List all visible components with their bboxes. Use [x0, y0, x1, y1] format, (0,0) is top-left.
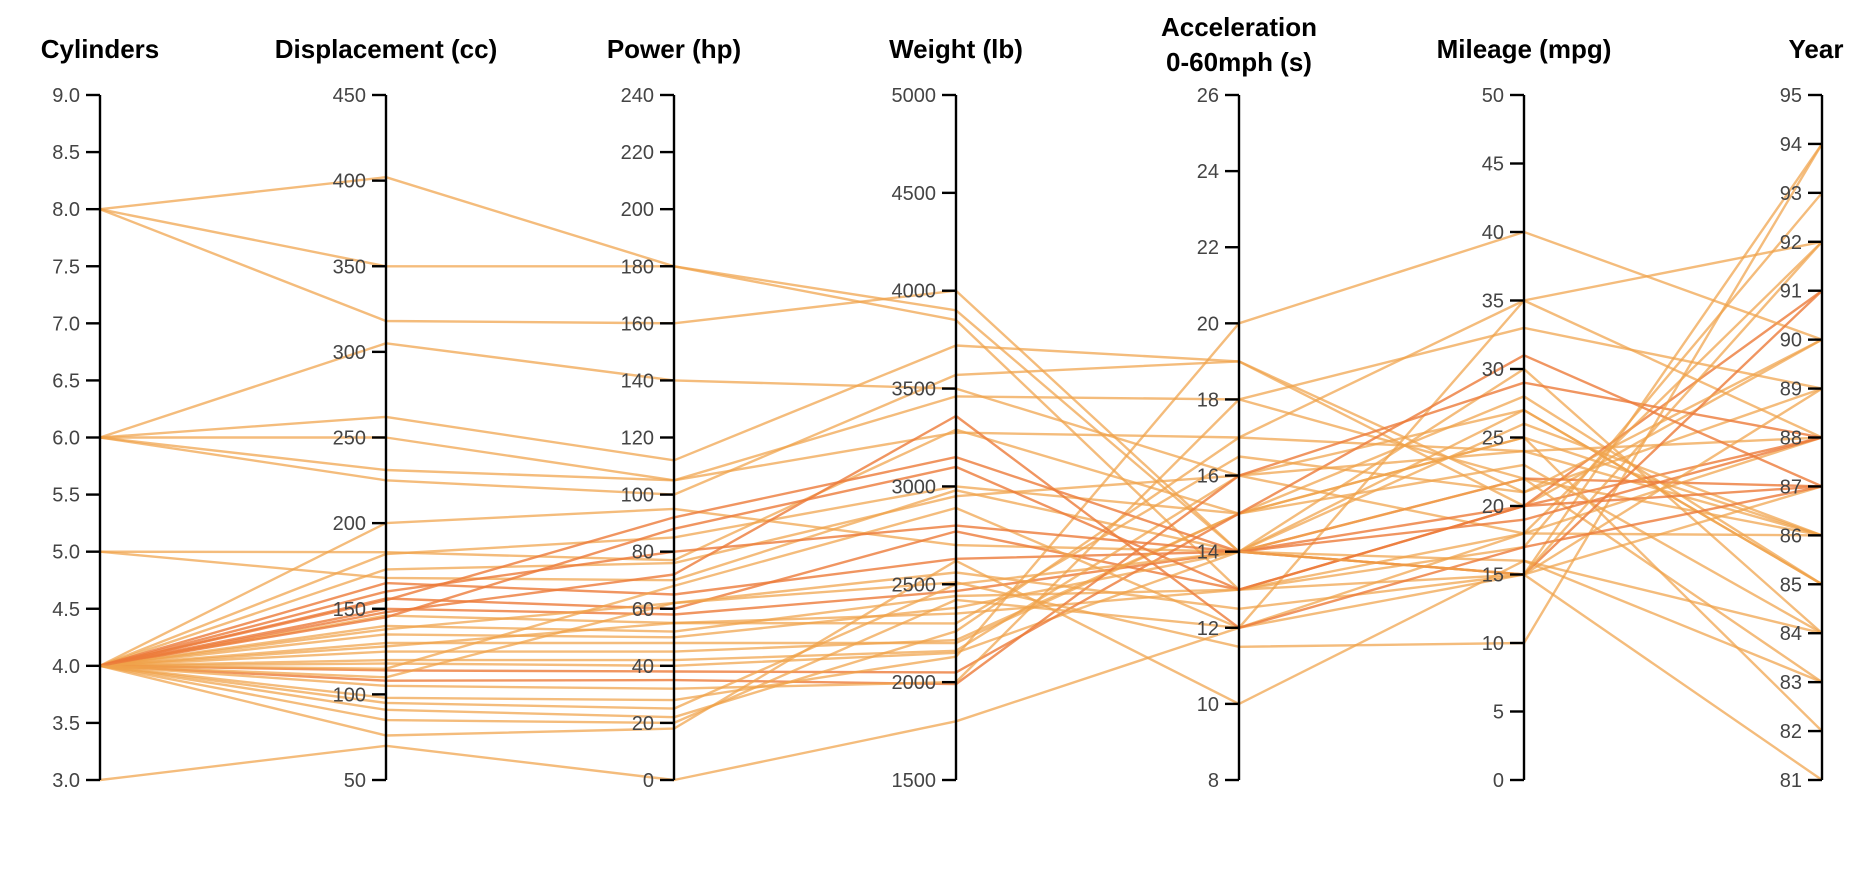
tick-label: 10	[1197, 694, 1219, 716]
tick-label: 4500	[892, 183, 937, 205]
tick-label: 84	[1780, 623, 1802, 645]
tick-label: 400	[333, 171, 366, 193]
tick-label: 90	[1780, 330, 1802, 352]
tick-label: 94	[1780, 134, 1802, 156]
tick-label: 1500	[892, 770, 937, 792]
tick-label: 2000	[892, 672, 937, 694]
tick-label: 8	[1208, 770, 1219, 792]
tick-label: 5.0	[52, 542, 80, 564]
tick-label: 93	[1780, 183, 1802, 205]
tick-label: 140	[621, 370, 654, 392]
tick-label: 350	[333, 256, 366, 278]
tick-label: 160	[621, 313, 654, 335]
axis-year: 81 82 83 84 85 86 87 88 89 90 91 92 93 94 95 Year	[1780, 34, 1844, 792]
tick-label: 88	[1780, 428, 1802, 450]
tick-label: 150	[333, 599, 366, 621]
tick-label: 60	[632, 599, 654, 621]
tick-label: 0	[643, 770, 654, 792]
axis-title: Power (hp)	[607, 34, 741, 64]
tick-label: 85	[1780, 574, 1802, 596]
tick-label: 91	[1780, 281, 1802, 303]
axis-title: Mileage (mpg)	[1437, 34, 1612, 64]
tick-label: 15	[1482, 565, 1504, 587]
tick-label: 89	[1780, 379, 1802, 401]
tick-label: 35	[1482, 291, 1504, 313]
tick-label: 180	[621, 256, 654, 278]
tick-label: 6.0	[52, 428, 80, 450]
tick-label: 120	[621, 428, 654, 450]
tick-label: 87	[1780, 476, 1802, 498]
tick-label: 30	[1482, 359, 1504, 381]
axis-title: Weight (lb)	[889, 34, 1023, 64]
tick-label: 0	[1493, 770, 1504, 792]
tick-label: 240	[621, 85, 654, 107]
tick-label: 40	[1482, 222, 1504, 244]
tick-label: 7.5	[52, 256, 80, 278]
tick-label: 7.0	[52, 313, 80, 335]
axis-title: Year	[1789, 34, 1844, 64]
tick-label: 20	[1482, 496, 1504, 518]
tick-label: 3500	[892, 379, 937, 401]
tick-label: 16	[1197, 466, 1219, 488]
tick-label: 5.5	[52, 485, 80, 507]
tick-label: 83	[1780, 672, 1802, 694]
tick-label: 26	[1197, 85, 1219, 107]
tick-label: 18	[1197, 389, 1219, 411]
tick-label: 12	[1197, 618, 1219, 640]
tick-label: 4.5	[52, 599, 80, 621]
tick-label: 95	[1780, 85, 1802, 107]
axis-title: Cylinders	[41, 34, 160, 64]
tick-label: 82	[1780, 721, 1802, 743]
tick-label: 92	[1780, 232, 1802, 254]
axis-acceleration: 8 10 12 14 16 18 20 22 24 26 Acceleration 0-60mph (…	[1161, 12, 1317, 792]
tick-label: 86	[1780, 525, 1802, 547]
tick-label: 100	[333, 684, 366, 706]
tick-label: 81	[1780, 770, 1802, 792]
tick-label: 100	[621, 485, 654, 507]
tick-label: 3.5	[52, 713, 80, 735]
tick-label: 3.0	[52, 770, 80, 792]
tick-label: 5	[1493, 702, 1504, 724]
tick-label: 20	[1197, 313, 1219, 335]
tick-label: 300	[333, 342, 366, 364]
record-line	[99, 143, 1824, 679]
tick-label: 25	[1482, 428, 1504, 450]
tick-label: 200	[333, 513, 366, 535]
tick-label: 8.0	[52, 199, 80, 221]
tick-label: 45	[1482, 154, 1504, 176]
tick-label: 200	[621, 199, 654, 221]
tick-label: 9.0	[52, 85, 80, 107]
tick-label: 5000	[892, 85, 937, 107]
tick-label: 22	[1197, 237, 1219, 259]
tick-label: 4.0	[52, 656, 80, 678]
axes: 3.0 3.5 4.0 4.5 5.0 5.5 6.0 6.5 7.0 7.5 8.0 8.5 9.0 C…	[41, 12, 1844, 792]
tick-label: 2500	[892, 574, 937, 596]
tick-label: 14	[1197, 542, 1219, 564]
tick-label: 24	[1197, 161, 1219, 183]
tick-label: 50	[344, 770, 366, 792]
tick-label: 250	[333, 428, 366, 450]
tick-label: 3000	[892, 476, 937, 498]
axis-power: 0 20 40 60 80 100 120 140 160 180 200 220 240 Power (…	[607, 34, 741, 792]
tick-label: 50	[1482, 85, 1504, 107]
axis-mileage: 0 5 10 15 20 25 30 35 40 45 50 Mileage (mpg)	[1437, 34, 1612, 792]
tick-label: 80	[632, 542, 654, 564]
axis-title: Displacement (cc)	[275, 34, 498, 64]
tick-label: 40	[632, 656, 654, 678]
axis-title: 0-60mph (s)	[1166, 47, 1312, 77]
axis-displacement: 50 100 150 200 250 300 350 400 450 Displacement (…	[275, 34, 498, 792]
axis-title: Acceleration	[1161, 12, 1317, 42]
tick-label: 450	[333, 85, 366, 107]
axis-cylinders: 3.0 3.5 4.0 4.5 5.0 5.5 6.0 6.5 7.0 7.5 8.0 8.5 9.0 C…	[41, 34, 160, 792]
tick-label: 4000	[892, 281, 937, 303]
axis-weight: 1500 2000 2500 3000 3500 4000 4500 5000 Weight (…	[889, 34, 1023, 792]
tick-label: 10	[1482, 633, 1504, 655]
tick-label: 6.5	[52, 370, 80, 392]
tick-label: 8.5	[52, 142, 80, 164]
tick-label: 20	[632, 713, 654, 735]
tick-label: 220	[621, 142, 654, 164]
